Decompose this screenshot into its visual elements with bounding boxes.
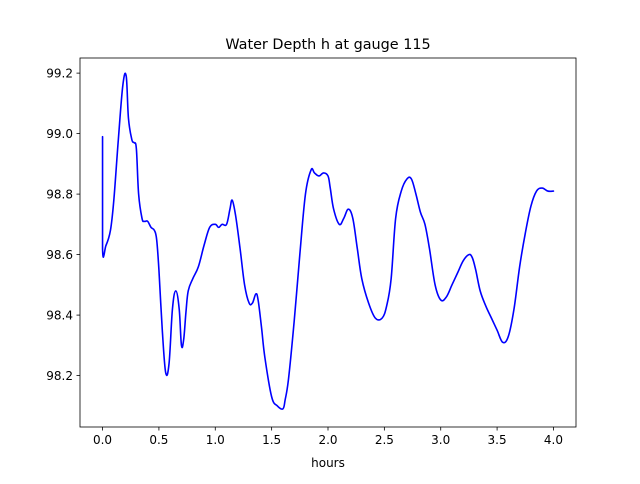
x-tick-label: 1.5 [262, 433, 281, 447]
y-tick-label: 99.2 [46, 66, 73, 80]
x-tick-label: 0.0 [93, 433, 112, 447]
x-tick-label: 2.5 [375, 433, 394, 447]
plot-area-frame [79, 57, 577, 428]
x-axis-label: hours [311, 456, 345, 470]
y-tick-label: 99.0 [46, 127, 73, 141]
x-tick-label: 4.0 [544, 433, 563, 447]
x-tick-label: 2.0 [318, 433, 337, 447]
y-axis-ticks: 98.2 98.4 98.6 98.8 99.0 99.2 [46, 66, 80, 383]
y-tick-label: 98.4 [46, 308, 73, 322]
y-tick-label: 98.6 [46, 248, 73, 262]
x-axis-ticks: 0.0 0.5 1.0 1.5 2.0 2.5 3.0 3.5 4.0 [93, 427, 563, 447]
x-tick-label: 0.5 [149, 433, 168, 447]
x-tick-label: 1.0 [206, 433, 225, 447]
x-tick-label: 3.5 [488, 433, 507, 447]
water-depth-series-line [101, 72, 555, 410]
y-tick-label: 98.8 [46, 187, 73, 201]
chart-title: Water Depth h at gauge 115 [225, 37, 430, 53]
x-tick-label: 3.0 [431, 433, 450, 447]
y-tick-label: 98.2 [46, 369, 73, 383]
